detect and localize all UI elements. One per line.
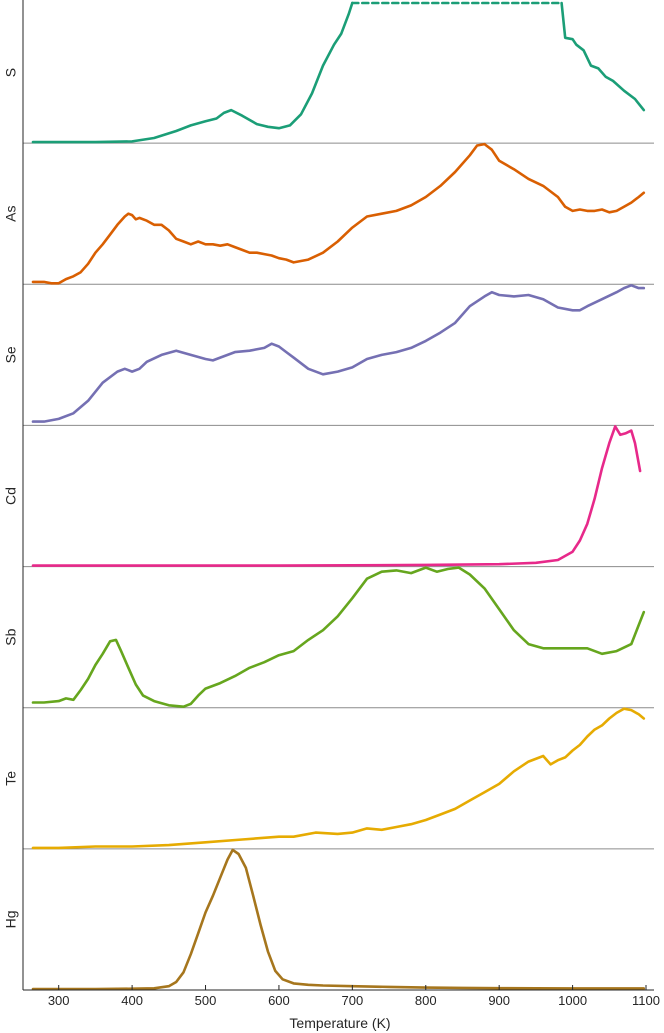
x-tick-label: 500 xyxy=(195,993,217,1008)
panel-label-sb: Sb xyxy=(3,628,19,645)
x-tick-label: 800 xyxy=(415,993,437,1008)
series-line-hg xyxy=(31,848,646,991)
x-tick-label: 700 xyxy=(341,993,363,1008)
series-line-se xyxy=(31,284,646,423)
series-line-s xyxy=(31,1,354,144)
series-line-cd xyxy=(31,425,642,567)
series-line-sb xyxy=(31,566,646,708)
x-tick-label: 1100 xyxy=(632,993,660,1008)
x-axis-label: Temperature (K) xyxy=(289,1015,390,1031)
panel-label-te: Te xyxy=(3,771,19,786)
lines-layer xyxy=(31,1,646,991)
x-tick-label: 400 xyxy=(121,993,143,1008)
panel-label-as: As xyxy=(3,206,19,222)
panel-label-hg: Hg xyxy=(3,910,19,928)
panel-label-s: S xyxy=(3,68,19,77)
panel-label-cd: Cd xyxy=(3,487,19,505)
x-tick-label: 1000 xyxy=(558,993,587,1008)
series-line-as xyxy=(31,142,646,285)
series-line-te xyxy=(31,707,646,850)
series-line-s xyxy=(560,1,646,112)
panel-label-se: Se xyxy=(3,346,19,363)
x-tick-label: 300 xyxy=(48,993,70,1008)
x-tick-label: 900 xyxy=(488,993,510,1008)
panels-layer: S As Se Cd Sb Te Hg xyxy=(3,68,654,928)
x-tick-label: 600 xyxy=(268,993,290,1008)
x-axis: 300 400 500 600 700 800 900 1000 1100 xyxy=(22,0,660,1008)
